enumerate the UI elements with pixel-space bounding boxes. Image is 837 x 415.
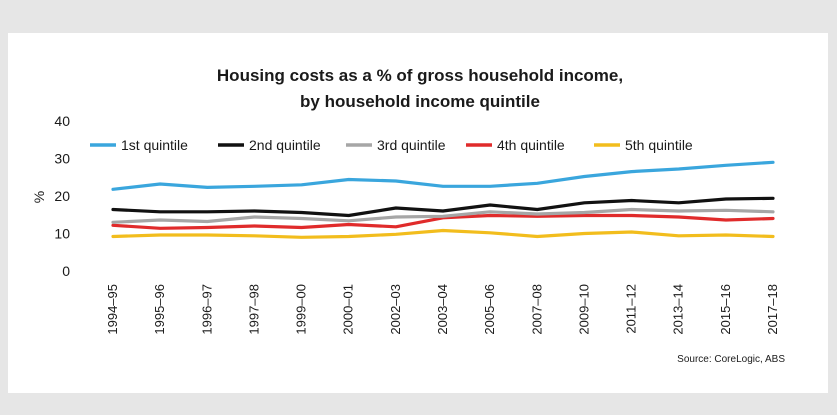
- x-tick-label: 1997–98: [246, 284, 261, 335]
- x-tick-label: 2000–01: [341, 284, 356, 335]
- x-axis-ticks: 1994–95 1995–96 1996–97 1997–98 1999–00 2000–…: [105, 284, 780, 335]
- legend-label: 3rd quintile: [377, 137, 446, 153]
- x-tick-label: 2013–14: [671, 284, 686, 335]
- legend-label: 2nd quintile: [249, 137, 321, 153]
- x-tick-label: 2015–16: [718, 284, 733, 335]
- legend-label: 4th quintile: [497, 137, 565, 153]
- x-tick-label: 2007–08: [529, 284, 544, 335]
- chart-title-line-2: by household income quintile: [300, 92, 540, 111]
- series-line-1st-quintile: [111, 160, 775, 191]
- series-line-2nd-quintile: [111, 196, 775, 218]
- source-note: Source: CoreLogic, ABS: [677, 354, 785, 365]
- x-tick-label: 1999–00: [294, 284, 309, 335]
- y-tick-label: 10: [54, 226, 70, 242]
- x-tick-label: 2002–03: [388, 284, 403, 335]
- series-line-3rd-quintile: [111, 207, 775, 224]
- y-tick-label: 0: [62, 263, 70, 279]
- legend-label: 5th quintile: [625, 137, 693, 153]
- x-tick-label: 1996–97: [199, 284, 214, 335]
- y-tick-label: 40: [54, 113, 70, 129]
- y-tick-label: 20: [54, 188, 70, 204]
- x-tick-label: 1994–95: [105, 284, 120, 335]
- y-axis-label: %: [31, 191, 47, 203]
- legend: 1st quintile 2nd quintile 3rd quintile 4th …: [90, 137, 693, 153]
- x-tick-label: 2017–18: [765, 284, 780, 335]
- x-tick-label: 2005–06: [482, 284, 497, 335]
- x-tick-label: 2003–04: [435, 284, 450, 335]
- x-tick-label: 2009–10: [576, 284, 591, 335]
- y-axis-ticks: 0 10 20 30 40: [54, 113, 70, 279]
- series-lines: [111, 160, 775, 239]
- chart-card: [8, 33, 828, 393]
- legend-label: 1st quintile: [121, 137, 188, 153]
- x-tick-label: 2011–12: [624, 284, 639, 334]
- series-line-5th-quintile: [111, 228, 775, 239]
- chart-title-line-1: Housing costs as a % of gross household …: [217, 66, 623, 85]
- x-tick-label: 1995–96: [152, 284, 167, 335]
- y-tick-label: 30: [54, 151, 70, 167]
